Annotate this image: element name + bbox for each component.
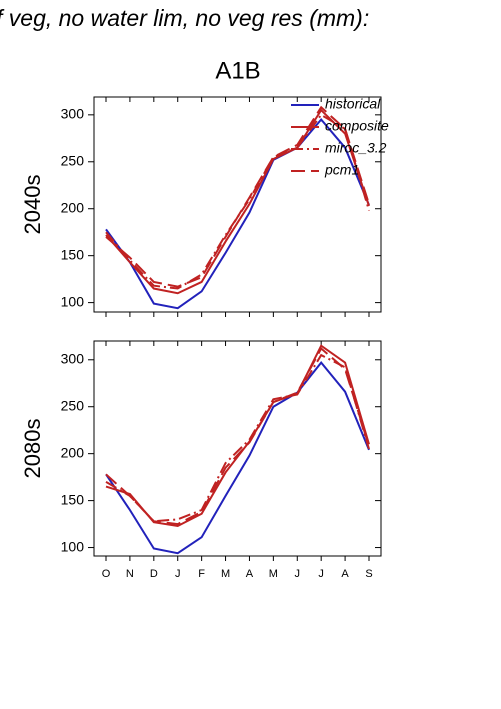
legend-label: composite [325, 118, 389, 134]
x-tick-label: M [269, 568, 278, 580]
x-tick-label: A [341, 568, 349, 580]
plot-frame [93, 96, 382, 313]
chart-subtitle: A1B [215, 57, 260, 84]
x-tick-label: F [198, 568, 205, 580]
y-axis-label: 2040s [20, 175, 45, 235]
y-tick-label: 300 [61, 350, 85, 366]
legend-label: historical [325, 96, 381, 112]
legend-label: pcm1 [324, 162, 359, 178]
x-tick-label: M [221, 568, 230, 580]
y-tick-label: 250 [61, 397, 85, 413]
legend-label: miroc_3.2 [325, 140, 387, 156]
series-line [105, 108, 370, 295]
y-tick-label: 200 [61, 444, 85, 460]
x-tick-label: A [246, 568, 254, 580]
y-tick-label: 150 [61, 491, 85, 507]
x-tick-label: N [126, 568, 134, 580]
x-tick-label: O [102, 568, 111, 580]
y-tick-label: 300 [61, 106, 85, 122]
y-tick-label: 100 [61, 293, 85, 309]
series-line [105, 353, 370, 523]
y-axis-label: 2080s [20, 419, 45, 479]
plot-frame [93, 340, 382, 557]
series-line [105, 361, 370, 555]
series-line [105, 346, 370, 526]
series-line [105, 105, 370, 288]
chart-title: f veg, no water lim, no veg res (mm): [0, 5, 369, 31]
series-line [105, 113, 370, 290]
x-tick-label: J [318, 568, 324, 580]
y-tick-label: 200 [61, 199, 85, 215]
y-tick-label: 250 [61, 152, 85, 168]
x-tick-label: J [175, 568, 181, 580]
x-tick-label: S [365, 568, 372, 580]
x-tick-label: J [295, 568, 301, 580]
series-line [105, 117, 370, 310]
y-tick-label: 100 [61, 538, 85, 554]
y-tick-label: 150 [61, 246, 85, 262]
x-tick-label: D [150, 568, 158, 580]
